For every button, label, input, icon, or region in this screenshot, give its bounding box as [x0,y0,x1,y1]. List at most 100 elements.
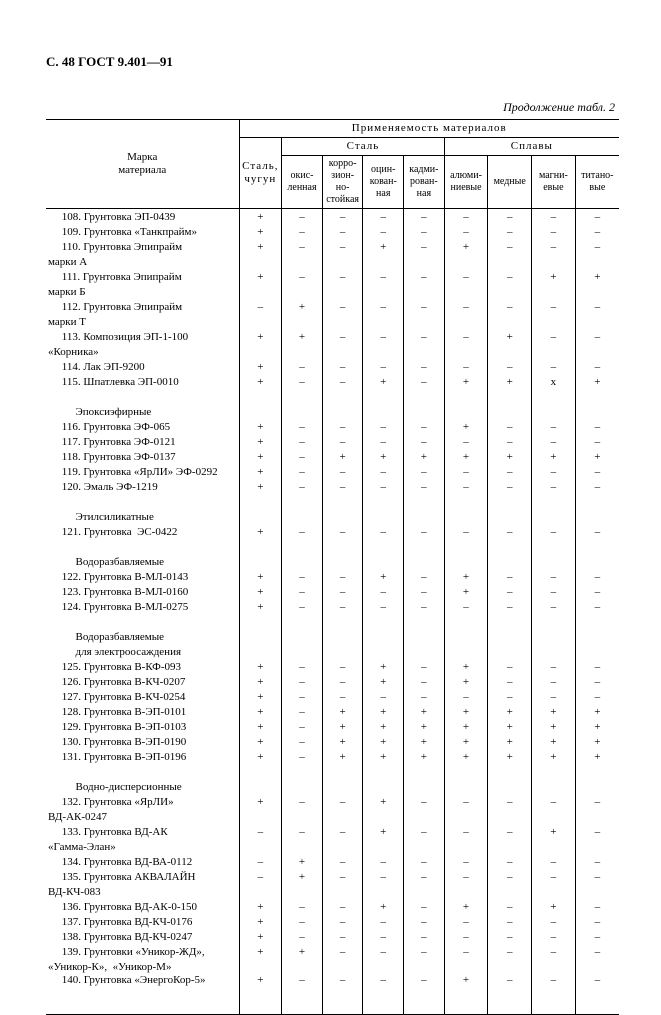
cell-value: – [532,359,576,374]
table-row: 138. Грунтовка ВД-КЧ-0247+–––––––– [46,929,619,944]
cell-value: + [239,914,282,929]
cell-value: – [282,974,323,1015]
cell-value [404,554,445,569]
cell-value: – [239,299,282,314]
cell-value: + [239,479,282,494]
cell-value: – [488,659,532,674]
cell-value [575,809,619,824]
cell-value: + [363,794,404,809]
cell-label: «Корника» [46,344,239,359]
cell-value: – [322,794,363,809]
col-steel-iron-l2: чугун [244,173,276,185]
table-row: 121. Грунтовка ЭС-0422+–––––––– [46,524,619,539]
cell-label: 123. Грунтовка В-МЛ-0160 [46,584,239,599]
cell-value [575,509,619,524]
cell-value: – [322,899,363,914]
table-row: 110. Грунтовка Эпипрайм+––+–+––– [46,239,619,254]
cell-value [322,839,363,854]
table-row: 131. Грунтовка В-ЭП-0196+–+++++++ [46,749,619,764]
cell-value [488,404,532,419]
cell-value [239,314,282,329]
cell-value: – [532,854,576,869]
cell-value [322,404,363,419]
table-continuation-label: Продолжение табл. 2 [46,100,619,115]
cell-value: + [575,734,619,749]
cell-value: – [404,929,445,944]
cell-value: – [322,569,363,584]
cell-value [363,764,404,779]
cell-label: 135. Грунтовка АКВАЛАЙН [46,869,239,884]
cell-value [322,764,363,779]
cell-label: марки Т [46,314,239,329]
cell-value: – [444,464,488,479]
cell-value: – [322,434,363,449]
cell-value: – [322,659,363,674]
cell-value: – [363,224,404,239]
cell-value: + [404,449,445,464]
cell-value [282,389,323,404]
cell-value: + [532,734,576,749]
cell-label: 127. Грунтовка В-КЧ-0254 [46,689,239,704]
cell-value [404,314,445,329]
cell-value: – [404,524,445,539]
cell-value: – [532,239,576,254]
cell-value [488,494,532,509]
cell-value: + [532,749,576,764]
cell-value [575,959,619,974]
cell-value: – [322,359,363,374]
cell-value [404,494,445,509]
cell-value: – [575,524,619,539]
cell-value: + [363,899,404,914]
col-oxidized: окис- ленная [282,156,323,209]
cell-value: – [488,914,532,929]
cell-value [322,344,363,359]
cell-value [282,539,323,554]
cell-value: + [488,449,532,464]
cell-value [239,344,282,359]
cell-value: + [575,269,619,284]
table-row: 133. Грунтовка ВД-АК–––+–––+– [46,824,619,839]
cell-value [282,284,323,299]
cell-value: – [575,929,619,944]
cell-value [444,554,488,569]
cell-value: – [282,914,323,929]
cell-value: + [363,704,404,719]
cell-label: 129. Грунтовка В-ЭП-0103 [46,719,239,734]
cell-value [239,404,282,419]
table-row: 123. Грунтовка В-МЛ-0160+––––+––– [46,584,619,599]
cell-value: – [282,824,323,839]
cell-value [363,539,404,554]
cell-value [282,614,323,629]
table-row [46,389,619,404]
table-row: 124. Грунтовка В-МЛ-0275+–––––––– [46,599,619,614]
cell-value: – [322,299,363,314]
cell-value [363,509,404,524]
cell-value: – [404,374,445,389]
cell-value [575,554,619,569]
cell-value: – [282,239,323,254]
cell-value: – [322,239,363,254]
cell-value [322,779,363,794]
cell-value [363,389,404,404]
cell-value: – [532,464,576,479]
cell-value: + [404,719,445,734]
cell-value: – [488,794,532,809]
cell-value [363,284,404,299]
table-row: «Гамма-Элан» [46,839,619,854]
cell-label: 131. Грунтовка В-ЭП-0196 [46,749,239,764]
cell-value: – [532,974,576,1015]
cell-value: – [282,899,323,914]
cell-value [404,839,445,854]
cell-value [444,839,488,854]
cell-value: – [532,224,576,239]
cell-value: + [363,449,404,464]
cell-value [532,284,576,299]
table-row: 136. Грунтовка ВД-АК-0-150+––+–+–+– [46,899,619,914]
cell-value: – [532,944,576,959]
table-body: 108. Грунтовка ЭП-0439+–––––––– 109. Гру… [46,209,619,1015]
cell-value: + [239,599,282,614]
cell-value: + [444,659,488,674]
cell-value: – [575,659,619,674]
cell-label: 117. Грунтовка ЭФ-0121 [46,434,239,449]
cell-value [282,644,323,659]
